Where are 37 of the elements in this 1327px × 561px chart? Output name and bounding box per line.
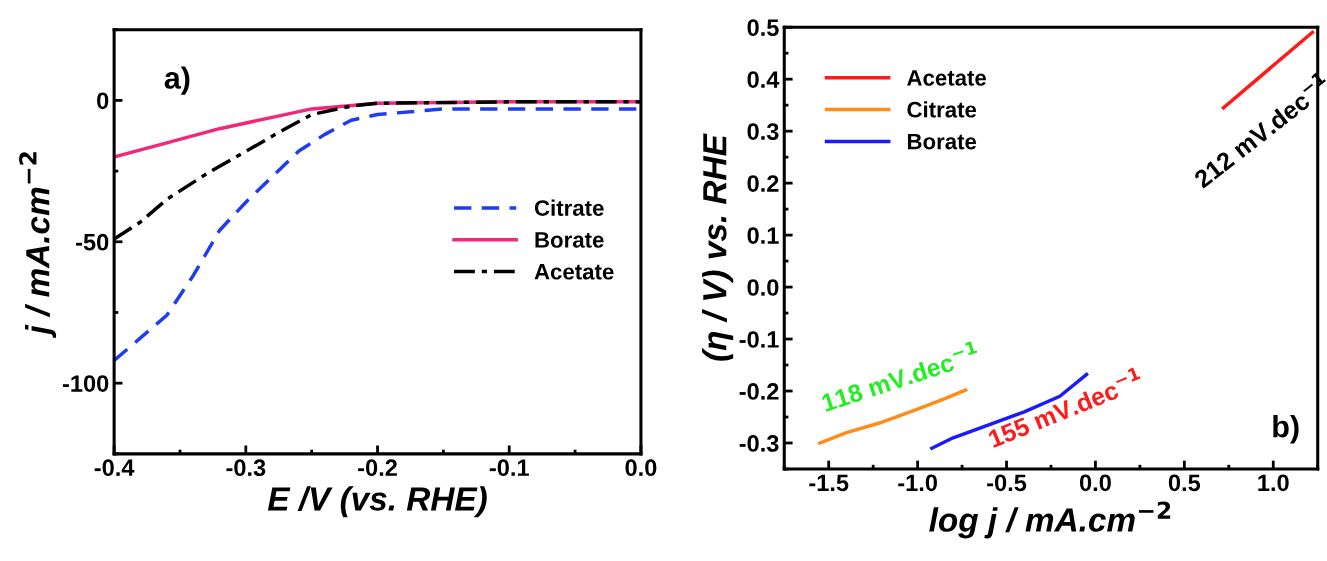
y-tick-label: 0.3 <box>747 123 779 140</box>
x-tick-label: -1.0 <box>898 474 937 492</box>
y-axis-title: (η / V) vs. RHE <box>702 133 734 361</box>
annotation: b) <box>1273 414 1299 444</box>
y-tick-label: 0.4 <box>747 71 780 88</box>
x-tick-label: 0.0 <box>1079 474 1111 492</box>
x-tick-label: -0.4 <box>94 459 135 477</box>
x-tick-label: -0.2 <box>358 459 397 477</box>
legend-label: Acetate <box>907 70 987 86</box>
legend-label: Acetate <box>534 264 614 280</box>
legend-label: Citrate <box>534 199 604 216</box>
x-tick-label: 1.0 <box>1258 474 1289 492</box>
x-tick-label: -0.3 <box>226 459 266 477</box>
y-tick-label: 0.5 <box>747 19 779 36</box>
y-tick-label: -100 <box>62 375 109 392</box>
y-tick-label: 0.1 <box>747 227 779 244</box>
x-tick-label: 0.0 <box>625 459 657 477</box>
y-axis-title: j / mA.cm$^{−2}$ <box>19 152 57 339</box>
annotation: 118 mV.dec$^{−1}$ <box>819 340 981 412</box>
y-tick-label: 0.2 <box>747 175 779 192</box>
x-tick-label: -0.1 <box>489 459 529 477</box>
y-tick-label: -0.1 <box>739 331 779 348</box>
y-tick-label: -50 <box>76 233 109 251</box>
legend-label: Borate <box>535 232 604 248</box>
annotation: 155 mV.dec$^{−1}$ <box>985 366 1145 449</box>
legend-label: Citrate <box>907 101 977 118</box>
x-axis-title: E /V (vs. RHE) <box>267 486 487 518</box>
y-tick-label: 0 <box>97 92 109 110</box>
x-tick-label: -0.5 <box>987 474 1027 492</box>
y-tick-label: 0.0 <box>747 279 779 296</box>
legend-label: Borate <box>907 133 977 150</box>
x-tick-label: -1.5 <box>809 474 849 492</box>
annotation: a) <box>164 66 190 95</box>
x-tick-label: 0.5 <box>1168 474 1201 492</box>
y-tick-label: -0.2 <box>739 383 779 400</box>
y-tick-label: -0.3 <box>739 435 779 452</box>
x-axis-title: log j / mA.cm$^{−2}$ <box>929 501 1171 539</box>
